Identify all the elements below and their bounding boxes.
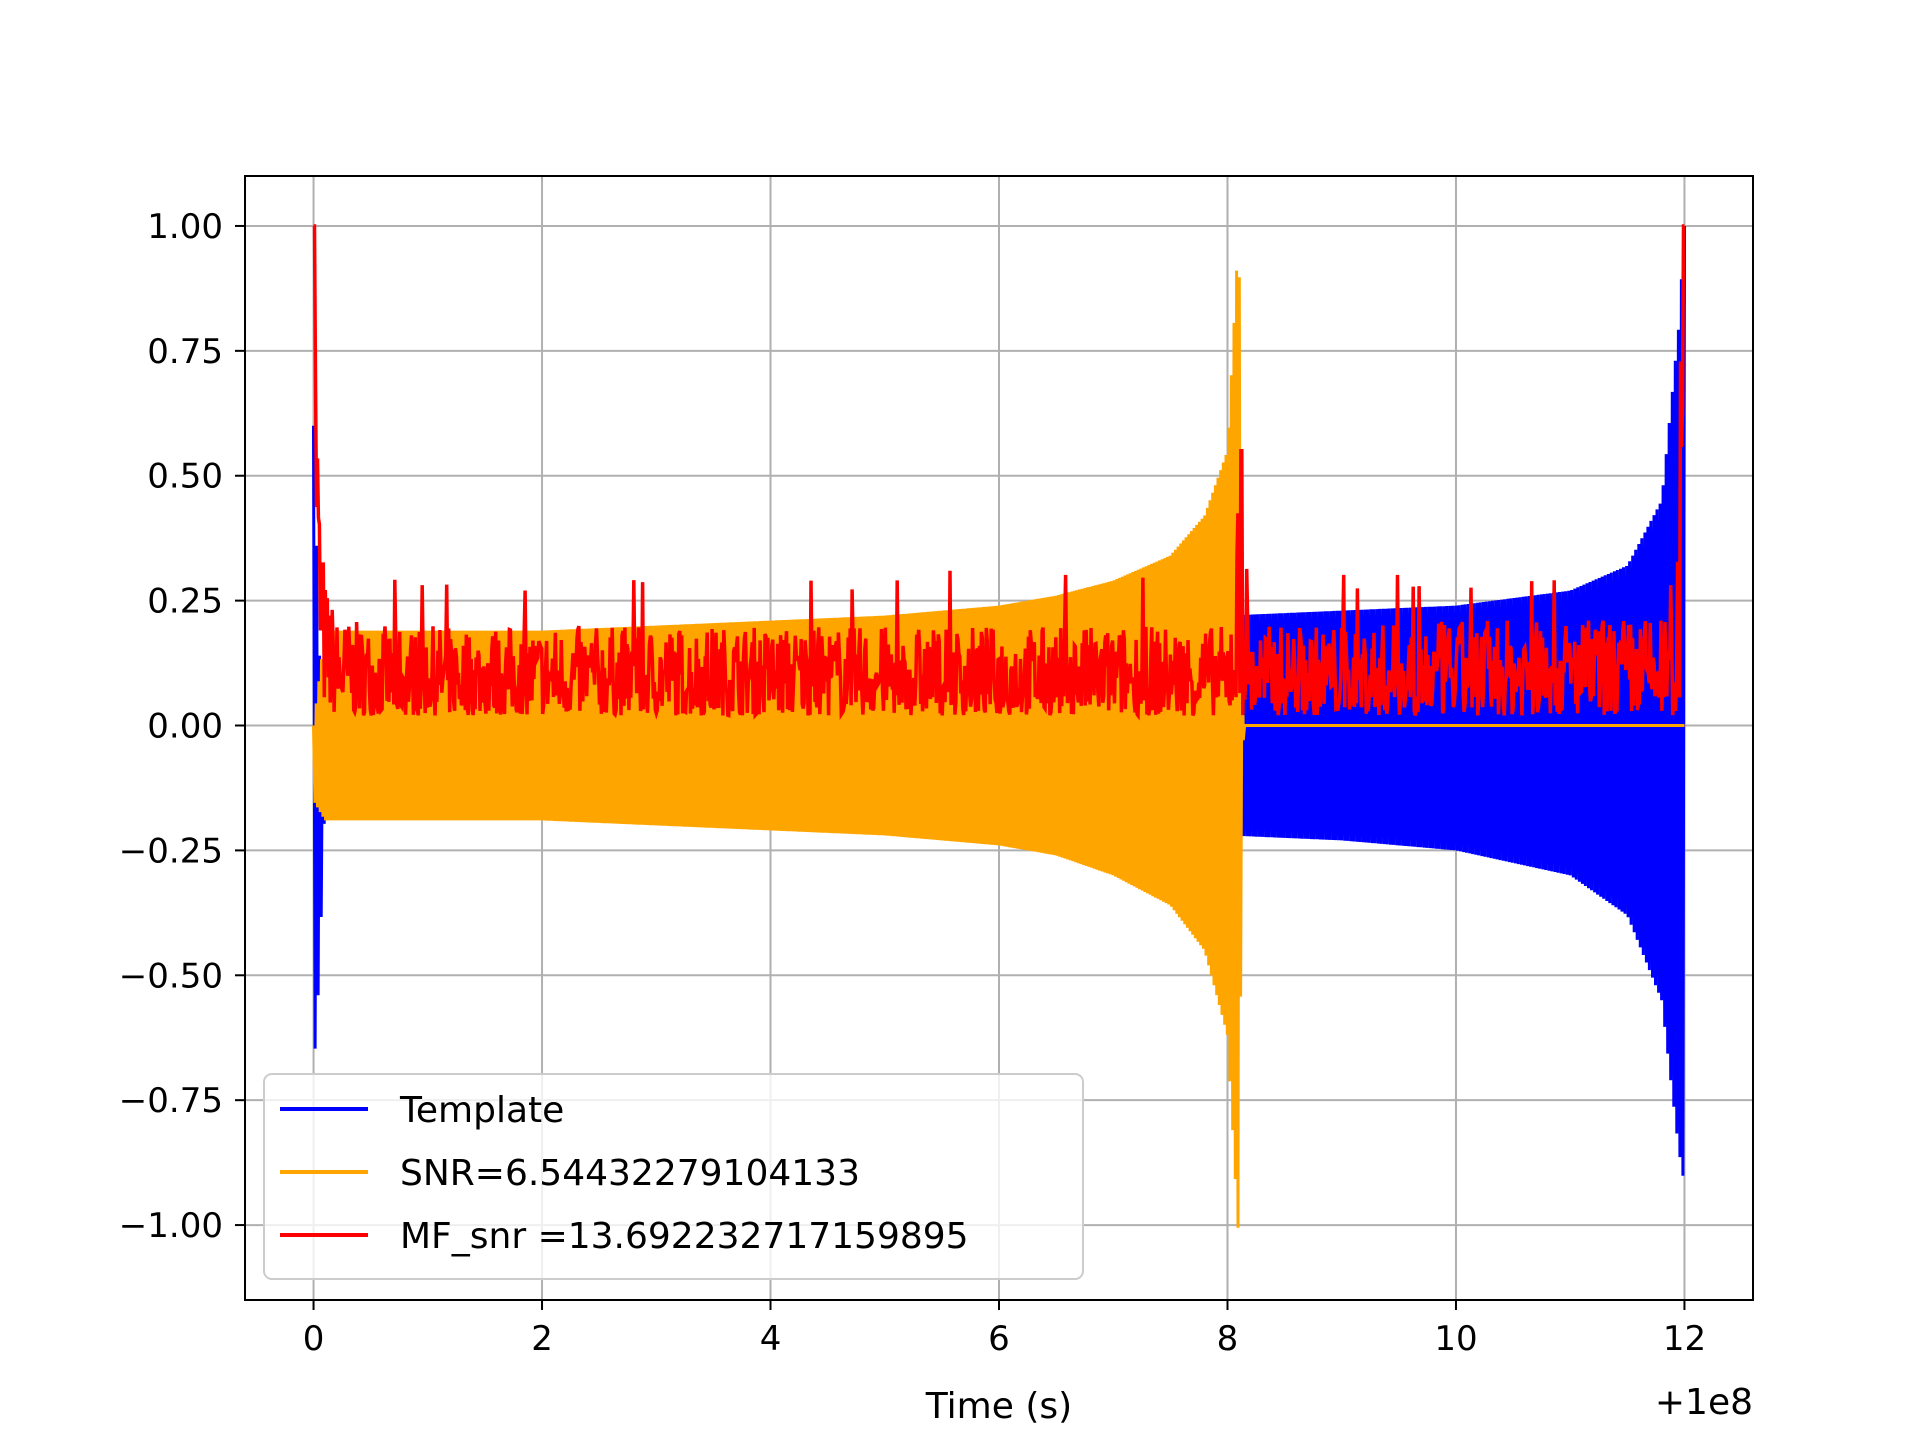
x-axis-offset-label: +1e8: [1655, 1382, 1753, 1423]
x-axis: 0 2 4 6 8 10 12: [303, 1300, 1706, 1359]
y-axis: 1.00 0.75 0.50 0.25 0.00 −0.25 −0.50 −0.75 −1.00: [119, 207, 245, 1246]
series-layer: [312, 224, 1686, 1228]
x-tick-label: 12: [1663, 1319, 1706, 1359]
y-tick-label: −0.75: [119, 1081, 223, 1121]
x-tick-label: 4: [760, 1319, 782, 1359]
legend: Template SNR=6.54432279104133 MF_snr =13…: [263, 1073, 1084, 1280]
y-tick-label: −0.25: [119, 831, 223, 871]
y-tick-label: 1.00: [147, 207, 223, 247]
y-tick-label: −1.00: [119, 1206, 223, 1246]
y-tick-label: 0.75: [147, 332, 223, 372]
x-axis-title: Time (s): [925, 1386, 1072, 1427]
y-tick-label: 0.50: [147, 457, 223, 497]
x-tick-label: 8: [1217, 1319, 1239, 1359]
legend-label-mf-snr: MF_snr =13.692232717159895: [400, 1216, 969, 1257]
x-tick-label: 10: [1434, 1319, 1477, 1359]
y-tick-label: −0.50: [119, 956, 223, 996]
legend-label-snr: SNR=6.54432279104133: [400, 1153, 860, 1194]
legend-box: [263, 1073, 1084, 1280]
y-tick-label: 0.00: [147, 707, 223, 747]
x-tick-label: 2: [531, 1319, 553, 1359]
series-line-mf-snr: [312, 224, 1686, 721]
legend-label-template: Template: [399, 1090, 564, 1131]
y-tick-label: 0.25: [147, 582, 223, 622]
x-tick-label: 6: [988, 1319, 1010, 1359]
x-tick-label: 0: [303, 1319, 325, 1359]
plot-area: [312, 224, 1686, 1228]
